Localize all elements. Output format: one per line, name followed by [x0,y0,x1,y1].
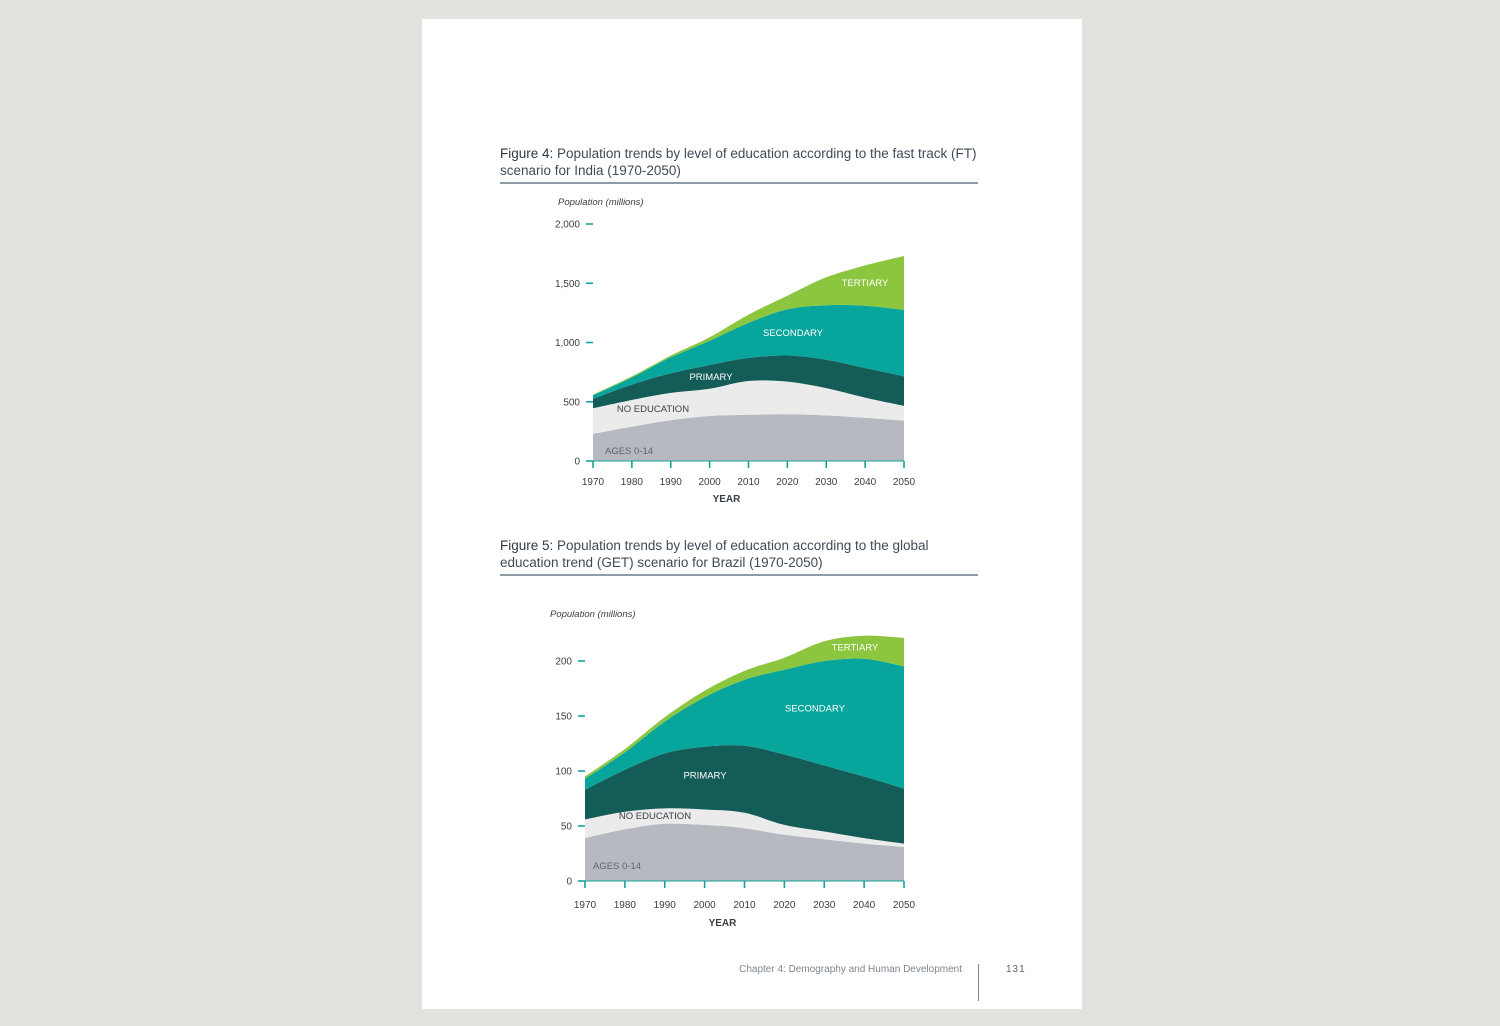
y-tick-label: 500 [563,397,580,408]
y-tick-label: 150 [555,712,572,723]
area-tertiary [593,256,904,396]
x-tick-label: 2030 [813,900,836,911]
series-label-tertiary: TERTIARY [842,278,889,289]
y-axis-title: Population (millions) [550,609,636,620]
x-tick-label: 1990 [654,900,677,911]
area-secondary [585,658,904,790]
y-tick-label: 0 [574,457,580,468]
series-label-no-education: NO EDUCATION [617,404,689,415]
x-tick-label: 2030 [815,477,838,488]
y-tick-label: 0 [566,877,572,888]
x-tick-label: 2020 [776,477,799,488]
x-tick-label: 1970 [574,900,597,911]
x-tick-label: 2010 [737,477,760,488]
figure-4-label: Figure 4: [500,146,554,161]
area-primary [585,745,904,844]
figure-5-caption-text: Population trends by level of education … [500,538,929,570]
figure-5-label: Figure 5: [500,538,554,553]
y-tick-label: 1,000 [555,338,580,349]
y-tick-label: 200 [555,657,572,668]
x-tick-label: 2010 [733,900,756,911]
figure-5-caption-rule [500,574,978,576]
figure-4-caption-rule [500,182,978,184]
x-tick-label: 2050 [893,477,916,488]
series-label-secondary: SECONDARY [785,703,846,714]
area-secondary [593,304,904,399]
area-ages-0-14 [585,823,904,881]
footer-divider [978,964,979,1001]
series-label-secondary: SECONDARY [763,328,824,339]
x-tick-label: 1990 [660,477,683,488]
x-tick-label: 1980 [621,477,644,488]
y-tick-label: 2,000 [555,220,580,231]
series-label-ages-0-14: AGES 0-14 [605,446,653,457]
x-tick-label: 2000 [699,477,722,488]
footer-page-number: 131 [1006,964,1026,975]
x-tick-label: 2050 [893,900,916,911]
footer-chapter: Chapter 4: Demography and Human Developm… [739,964,962,975]
figure-4-chart: Population (millions) 0 500 1,000 1,500 2,000… [555,197,916,505]
y-tick-label: 50 [561,822,573,833]
y-tick-label: 1,500 [555,279,580,290]
x-tick-label: 1980 [614,900,637,911]
x-tick-label: 2000 [694,900,717,911]
series-label-ages-0-14: AGES 0-14 [593,861,641,872]
y-tick-label: 100 [555,767,572,778]
figure-4-caption-text: Population trends by level of education … [500,146,977,178]
report-page: Figure 4: Population trends by level of … [422,19,1082,1009]
series-label-primary: PRIMARY [683,771,727,782]
x-tick-label: 2040 [853,900,876,911]
series-label-primary: PRIMARY [689,372,733,383]
figure-4-caption: Figure 4: Population trends by level of … [500,145,980,179]
figure-5-chart: Population (millions) 0 50 100 150 200 1970 198… [550,609,916,929]
figure-5-caption: Figure 5: Population trends by level of … [500,537,980,571]
x-tick-label: 1970 [582,477,605,488]
area-no-education [585,808,904,847]
series-label-tertiary: TERTIARY [832,643,879,654]
area-tertiary [585,635,904,779]
x-tick-label: 2040 [854,477,877,488]
x-axis-title: YEAR [709,918,738,929]
x-tick-label: 2020 [773,900,796,911]
x-axis-title: YEAR [713,494,742,505]
area-primary [593,355,904,409]
series-label-no-education: NO EDUCATION [619,811,691,822]
y-axis-title: Population (millions) [558,197,644,208]
area-ages-0-14 [593,414,904,461]
area-no-education [593,380,904,434]
